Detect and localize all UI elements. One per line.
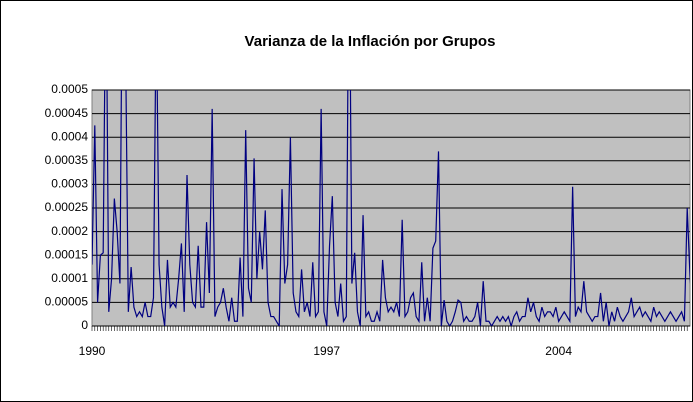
y-tick-label: 0.0002	[51, 224, 88, 238]
x-tick-label: 1997	[313, 344, 340, 358]
y-tick-label: 0.00025	[45, 200, 89, 214]
y-tick-label: 0	[81, 318, 88, 332]
series-line	[92, 90, 690, 326]
y-tick-label: 0.00035	[45, 153, 89, 167]
x-tick-label: 1990	[79, 344, 106, 358]
y-tick-label: 0.0004	[51, 129, 88, 143]
y-tick-label: 0.00045	[45, 106, 89, 120]
x-tick-label: 2004	[545, 344, 572, 358]
y-tick-label: 0.0003	[51, 177, 88, 191]
y-tick-label: 0.00005	[45, 295, 89, 309]
y-tick-label: 0.00015	[45, 247, 89, 261]
y-tick-label: 0.0001	[51, 271, 88, 285]
y-tick-label: 0.0005	[51, 82, 88, 96]
chart-title: Varianza de la Inflación por Grupos	[245, 33, 496, 50]
